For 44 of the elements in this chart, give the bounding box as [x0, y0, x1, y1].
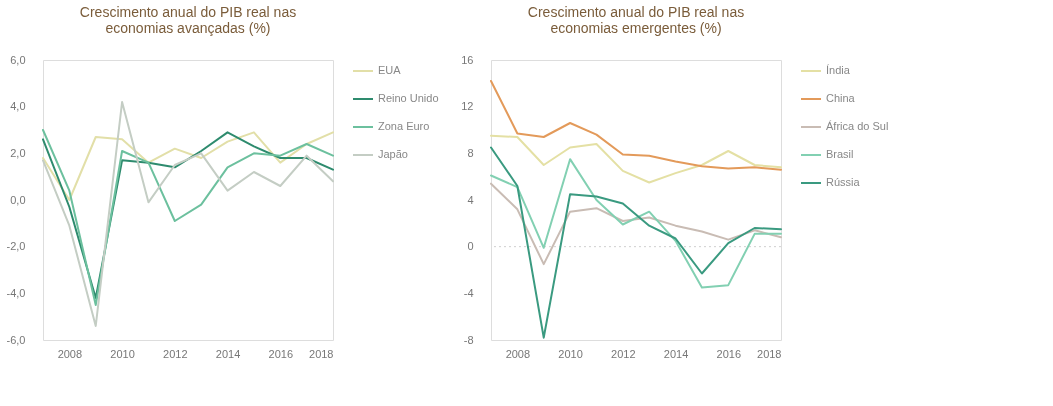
- legend-label: EUA: [378, 64, 402, 76]
- y-tick-label: 6,0: [10, 53, 26, 66]
- line-series: [490, 134, 782, 184]
- legend-label: Índia: [826, 64, 851, 76]
- y-tick-label: -8: [463, 333, 474, 346]
- x-tick-label: 2014: [663, 347, 689, 360]
- line-series: [490, 146, 782, 339]
- x-tick-label: 2018: [309, 347, 334, 360]
- x-tick-label: 2010: [558, 347, 583, 360]
- y-tick-label: 0,0: [10, 193, 26, 206]
- line-series: [490, 80, 782, 171]
- y-tick-label: -6,0: [6, 333, 26, 346]
- x-tick-label: 2014: [215, 347, 241, 360]
- y-tick-label: -4: [463, 286, 474, 299]
- x-tick-label: 2008: [505, 347, 531, 360]
- x-tick-label: 2008: [57, 347, 83, 360]
- y-tick-label: 12: [461, 100, 474, 113]
- legend-label: China: [826, 92, 856, 104]
- legend-label: Rússia: [826, 176, 861, 188]
- line-series: [42, 101, 334, 327]
- chart-title: Crescimento anual do PIB real nas economias avançadas (%): [79, 4, 297, 36]
- x-tick-label: 2010: [110, 347, 135, 360]
- y-tick-label: -2,0: [6, 240, 26, 253]
- legend-label: Brasil: [826, 148, 854, 160]
- legend-label: Japão: [378, 148, 408, 160]
- line-series: [42, 131, 334, 201]
- x-tick-label: 2012: [163, 347, 188, 360]
- line-series: [490, 158, 782, 289]
- y-tick-label: 8: [467, 146, 474, 159]
- y-tick-label: 4,0: [10, 100, 26, 113]
- chart-title: Crescimento anual do PIB real nas economias emergentes (%): [527, 4, 745, 36]
- legend-label: África do Sul: [826, 120, 889, 132]
- legend-label: Zona Euro: [378, 120, 430, 132]
- y-tick-label: 4: [467, 193, 474, 206]
- x-tick-label: 2012: [611, 347, 636, 360]
- y-tick-label: 0: [467, 240, 474, 253]
- legend-label: Reino Unido: [378, 92, 439, 104]
- x-tick-label: 2016: [268, 347, 294, 360]
- line-series: [490, 182, 782, 266]
- y-tick-label: -4,0: [6, 286, 26, 299]
- y-tick-label: 2,0: [10, 146, 26, 159]
- y-tick-label: 16: [461, 53, 474, 66]
- x-tick-label: 2018: [757, 347, 782, 360]
- x-tick-label: 2016: [716, 347, 742, 360]
